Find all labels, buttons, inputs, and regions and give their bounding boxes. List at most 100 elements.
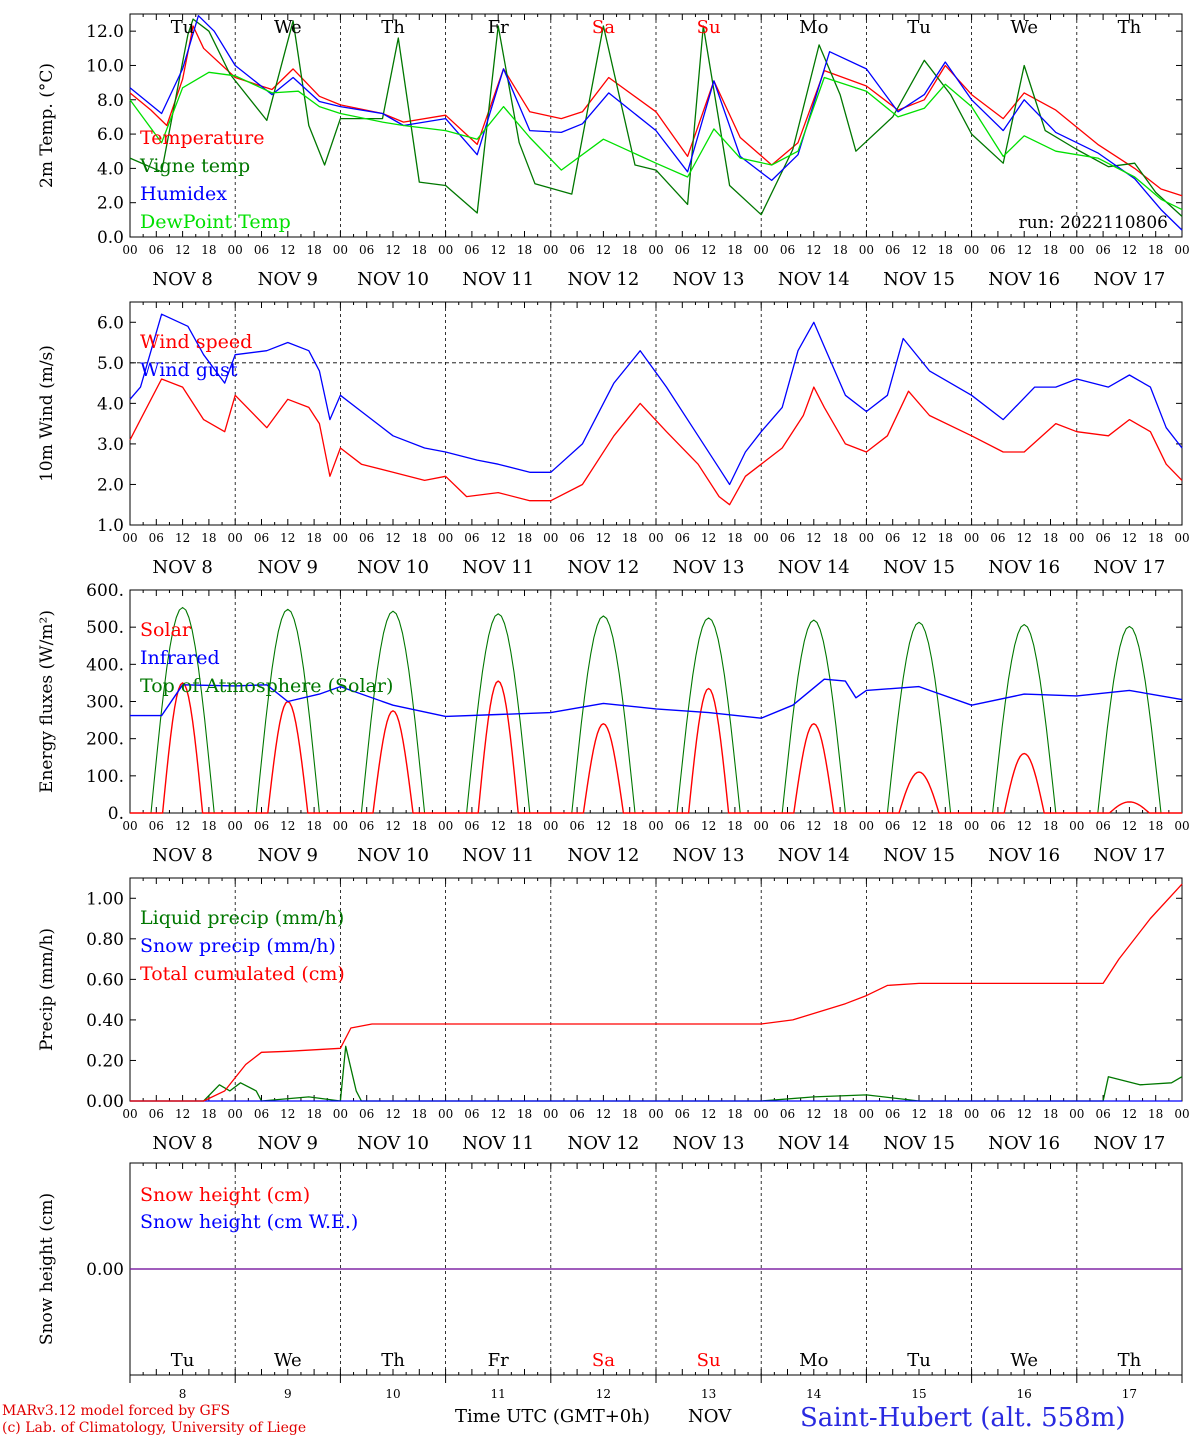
y-tick-label: 3.0	[97, 435, 124, 455]
series-line-2	[129, 313, 1183, 486]
date-label: NOV 13	[673, 845, 745, 866]
hour-tick-label: 18	[412, 243, 427, 257]
month-axis-label: NOV	[688, 1406, 732, 1427]
weekday-label: We	[274, 1350, 302, 1371]
hour-tick-label: 18	[306, 819, 321, 833]
date-label: NOV 15	[883, 269, 955, 290]
hour-tick-label: 06	[675, 1107, 690, 1121]
day-number-label: 12	[596, 1387, 611, 1401]
hour-tick-label: 18	[1043, 1107, 1058, 1121]
hour-tick-label: 18	[201, 243, 216, 257]
weekday-label: Mo	[799, 1350, 828, 1371]
legend-entry: Total cumulated (cm)	[140, 963, 345, 985]
run-annotation: run: 2022110806	[1019, 213, 1168, 233]
hour-tick-label: 18	[1148, 819, 1163, 833]
hour-tick-label: 12	[806, 819, 821, 833]
date-label: NOV 9	[258, 845, 318, 866]
hour-tick-label: 12	[701, 1107, 716, 1121]
date-label: NOV 13	[673, 557, 745, 578]
date-label: NOV 12	[567, 1133, 639, 1154]
date-label: NOV 14	[778, 557, 850, 578]
date-label: NOV 14	[778, 845, 850, 866]
y-tick-label: 4.0	[97, 394, 124, 414]
hour-tick-label: 00	[438, 531, 453, 545]
hour-tick-label: 00	[1174, 1107, 1189, 1121]
hour-tick-label: 00	[1174, 243, 1189, 257]
hour-tick-label: 12	[701, 531, 716, 545]
day-number-label: 17	[1122, 1387, 1137, 1401]
weekday-label: Su	[697, 17, 721, 38]
hour-tick-label: 12	[385, 1107, 400, 1121]
plot-frame	[129, 301, 1183, 526]
hour-tick-label: 12	[1017, 819, 1032, 833]
hour-tick-label: 06	[990, 819, 1005, 833]
lab-credit: (c) Lab. of Climatology, University of L…	[2, 1420, 307, 1436]
day-number-label: 9	[284, 1387, 292, 1401]
date-label: NOV 16	[988, 845, 1060, 866]
hour-tick-label: 00	[438, 243, 453, 257]
hour-tick-label: 00	[228, 819, 243, 833]
hour-tick-label: 18	[517, 1107, 532, 1121]
weekday-label: Tu	[907, 1350, 931, 1371]
hour-tick-label: 18	[306, 1107, 321, 1121]
hour-tick-label: 00	[859, 243, 874, 257]
y-tick-label: 12.0	[86, 22, 124, 42]
hour-tick-label: 12	[280, 243, 295, 257]
legend-entry: Top of Atmosphere (Solar)	[140, 675, 393, 697]
weekday-label: Th	[1118, 17, 1142, 38]
hour-tick-label: 00	[859, 531, 874, 545]
series-line-2	[129, 18, 1183, 217]
hour-tick-label: 18	[1148, 1107, 1163, 1121]
hour-tick-label: 00	[648, 531, 663, 545]
hour-tick-label: 12	[911, 819, 926, 833]
date-label: NOV 8	[152, 845, 212, 866]
series-line-3	[130, 883, 1183, 1102]
legend-entry: Snow precip (mm/h)	[140, 935, 336, 957]
hour-tick-label: 06	[990, 531, 1005, 545]
y-tick-label: 4.0	[97, 159, 124, 179]
date-label: NOV 11	[462, 557, 534, 578]
y-tick-label: 8.0	[97, 91, 124, 111]
hour-tick-label: 12	[911, 531, 926, 545]
hour-tick-label: 00	[228, 243, 243, 257]
hour-tick-label: 18	[622, 1107, 637, 1121]
hour-tick-label: 06	[1095, 531, 1110, 545]
hour-tick-label: 12	[491, 531, 506, 545]
date-label: NOV 12	[567, 845, 639, 866]
hour-tick-label: 12	[1122, 531, 1137, 545]
hour-tick-label: 12	[701, 819, 716, 833]
hour-tick-label: 00	[964, 819, 979, 833]
hour-tick-label: 18	[412, 1107, 427, 1121]
hour-tick-label: 00	[1069, 243, 1084, 257]
legend-entry: Wind speed	[140, 331, 252, 353]
hour-tick-label: 12	[1017, 1107, 1032, 1121]
hour-tick-label: 00	[1069, 531, 1084, 545]
panel-1	[129, 13, 1183, 238]
y-tick-label: 0.	[108, 804, 124, 824]
y-tick-label: 2.0	[97, 194, 124, 214]
date-label: NOV 16	[988, 269, 1060, 290]
hour-tick-label: 12	[491, 1107, 506, 1121]
hour-tick-label: 18	[201, 819, 216, 833]
weekday-label: Th	[381, 17, 405, 38]
date-label: NOV 17	[1093, 1133, 1165, 1154]
y-tick-label: 2.0	[97, 475, 124, 495]
hour-tick-label: 06	[149, 819, 164, 833]
hour-tick-label: 18	[938, 819, 953, 833]
y-axis-title: Snow height (cm)	[37, 1193, 57, 1345]
weekday-label: Tu	[171, 1350, 195, 1371]
hour-tick-label: 18	[622, 819, 637, 833]
hour-tick-label: 00	[122, 531, 137, 545]
hour-tick-label: 18	[201, 531, 216, 545]
date-label: NOV 10	[357, 269, 429, 290]
panel-4	[129, 877, 1183, 1102]
hour-tick-label: 06	[885, 243, 900, 257]
hour-tick-label: 18	[517, 531, 532, 545]
y-tick-label: 1.0	[97, 516, 124, 536]
hour-tick-label: 12	[806, 531, 821, 545]
hour-tick-label: 00	[648, 819, 663, 833]
date-label: NOV 13	[673, 269, 745, 290]
hour-tick-label: 00	[1069, 1107, 1084, 1121]
legend-entry: Vigne temp	[139, 155, 250, 177]
